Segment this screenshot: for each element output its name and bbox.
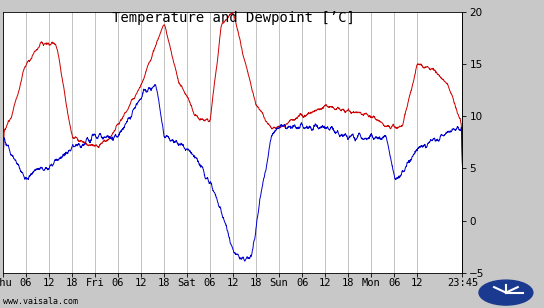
Circle shape bbox=[479, 280, 533, 305]
Text: www.vaisala.com: www.vaisala.com bbox=[3, 298, 78, 306]
Text: Temperature and Dewpoint [’C]: Temperature and Dewpoint [’C] bbox=[113, 11, 355, 25]
